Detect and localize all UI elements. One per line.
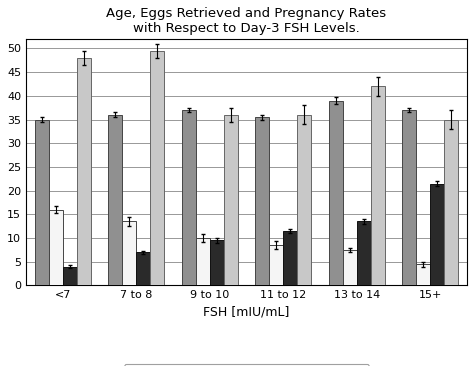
Bar [35, 120, 49, 285]
Bar [77, 58, 91, 285]
Bar [371, 86, 385, 285]
Bar [255, 117, 269, 285]
Bar [416, 264, 430, 285]
Bar [402, 110, 416, 285]
Bar [196, 238, 210, 285]
Bar [63, 266, 77, 285]
Bar [297, 115, 311, 285]
Bar [357, 221, 371, 285]
Bar [49, 210, 63, 285]
Bar [283, 231, 297, 285]
X-axis label: FSH [mIU/mL]: FSH [mIU/mL] [203, 306, 290, 319]
Bar [122, 221, 136, 285]
Bar [136, 252, 150, 285]
Legend: Age, FSH, Eggs, Pregnancy Rate: Age, FSH, Eggs, Pregnancy Rate [124, 365, 369, 366]
Bar [108, 115, 122, 285]
Bar [444, 120, 458, 285]
Bar [343, 250, 357, 285]
Title: Age, Eggs Retrieved and Pregnancy Rates
with Respect to Day-3 FSH Levels.: Age, Eggs Retrieved and Pregnancy Rates … [107, 7, 387, 35]
Bar [430, 183, 444, 285]
Bar [182, 110, 196, 285]
Bar [150, 51, 164, 285]
Bar [210, 240, 224, 285]
Bar [224, 115, 237, 285]
Bar [329, 101, 343, 285]
Bar [269, 245, 283, 285]
